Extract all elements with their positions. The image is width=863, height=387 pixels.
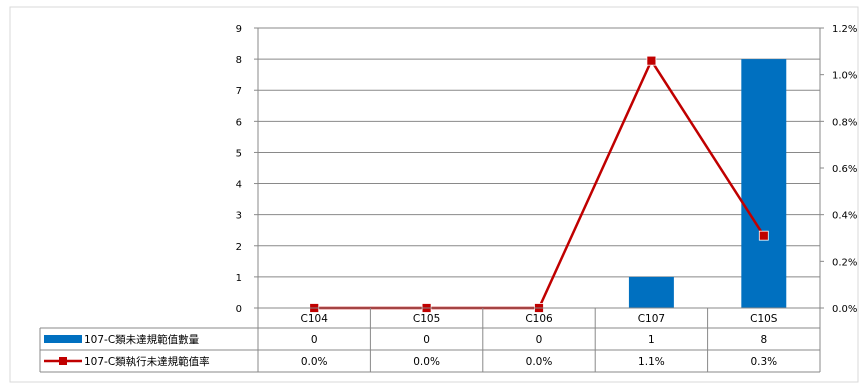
- table-cell-rate: 0.0%: [301, 356, 328, 368]
- table-cell-rate: 0.0%: [413, 356, 440, 368]
- table-cell-rate: 0.0%: [526, 356, 553, 368]
- y-tick-label: 1: [236, 273, 242, 284]
- legend-key-bar: [44, 335, 82, 343]
- table-cell-count: 0: [423, 334, 430, 346]
- y-tick-label: 2: [236, 242, 242, 253]
- category-label: C106: [525, 313, 553, 325]
- category-label: C105: [413, 313, 440, 325]
- y-tick-label: 6: [236, 117, 242, 128]
- y-tick-label: 7: [236, 86, 242, 97]
- y2-tick-label: 0.0%: [832, 304, 857, 315]
- y2-tick-label: 0.4%: [832, 211, 857, 222]
- y-tick-label: 8: [236, 55, 242, 66]
- rate-marker: [758, 230, 769, 241]
- table-cell-count: 8: [760, 334, 767, 346]
- legend-label-rate: 107-C類執行未達規範值率: [84, 355, 210, 368]
- category-label: C107: [638, 313, 665, 325]
- y-tick-label: 3: [236, 211, 242, 222]
- y-tick-label: 5: [236, 148, 242, 159]
- y2-tick-label: 0.2%: [832, 257, 857, 268]
- table-cell-count: 1: [648, 334, 655, 346]
- table-cell-count: 0: [311, 334, 318, 346]
- bar: [741, 59, 787, 308]
- chart-area: [9, 6, 859, 383]
- rate-marker: [646, 55, 657, 66]
- table-cell-rate: 1.1%: [638, 356, 665, 368]
- category-label: C104: [301, 313, 329, 325]
- legend-label-count: 107-C類未達規範值數量: [84, 333, 200, 346]
- legend-key-marker: [59, 357, 67, 365]
- y-tick-label: 0: [236, 304, 242, 315]
- bar: [628, 276, 674, 308]
- y2-tick-label: 0.8%: [832, 117, 857, 128]
- y2-tick-label: 1.2%: [832, 24, 857, 35]
- y-tick-label: 9: [236, 24, 242, 35]
- y2-tick-label: 0.6%: [832, 164, 857, 175]
- table-cell-count: 0: [536, 334, 543, 346]
- category-label: C10S: [750, 313, 778, 325]
- y2-tick-label: 1.0%: [832, 71, 857, 82]
- y-tick-label: 4: [236, 180, 242, 191]
- table-cell-rate: 0.3%: [750, 356, 777, 368]
